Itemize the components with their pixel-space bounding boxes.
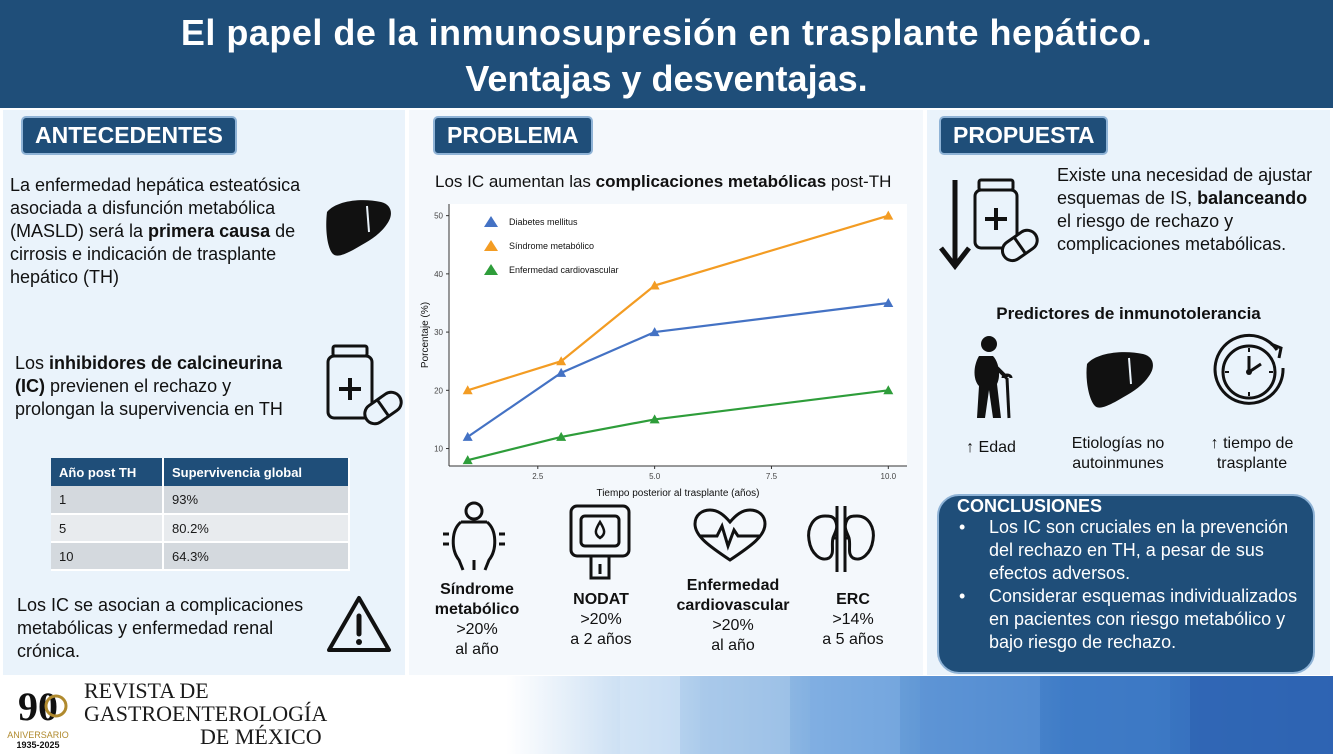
data-point <box>556 356 567 366</box>
data-point <box>649 280 660 290</box>
title-line-1: El papel de la inmunosupresión en traspl… <box>180 12 1153 53</box>
predictor-etiology: Etiologías no autoinmunes <box>1071 435 1165 472</box>
data-point <box>462 431 473 441</box>
problema-title: PROBLEMA <box>433 116 593 155</box>
x-tick-label: 7.5 <box>766 472 778 481</box>
data-point <box>462 385 473 395</box>
legend-label: Enfermedad cardiovascular <box>509 265 619 275</box>
antecedentes-title: ANTECEDENTES <box>21 116 237 155</box>
obesity-icon <box>439 500 509 579</box>
heart-icon <box>691 508 769 569</box>
table-cell: 64.3% <box>163 542 350 571</box>
propuesta-panel: PROPUESTA Existe una necesidad de ajusta… <box>927 110 1330 675</box>
y-tick-label: 40 <box>434 270 443 279</box>
antecedentes-paragraph-3: Los IC se asocian a complicaciones metab… <box>17 595 304 661</box>
table-header: Supervivencia global <box>163 458 350 486</box>
data-point <box>883 297 894 307</box>
kidneys-icon <box>805 502 877 579</box>
logo-number: 90 <box>18 684 58 729</box>
table-header-row: Año post TH Supervivencia global <box>51 458 350 486</box>
series-line <box>467 214 889 392</box>
journal-line-3: DE MÉXICO <box>200 724 322 749</box>
antecedentes-paragraph-1: La enfermedad hepática esteatósica asoci… <box>10 175 301 287</box>
legend-marker <box>484 216 498 227</box>
antecedentes-paragraph-2: Los inhibidores de calcineurina (IC) pre… <box>15 353 283 419</box>
legend-label: Diabetes mellitus <box>509 217 578 227</box>
table-cell: 5 <box>51 514 164 543</box>
series-line <box>467 301 889 438</box>
data-point <box>556 367 567 377</box>
legend-marker <box>484 264 498 275</box>
x-tick-label: 2.5 <box>532 472 544 481</box>
series-line <box>467 389 889 462</box>
footer-banner: 90 ANIVERSARIO 1935-2025 REVISTA DE GAST… <box>0 676 1333 754</box>
table-cell: 93% <box>163 486 350 515</box>
stat-erc: ERC >14% a 5 años <box>822 591 884 648</box>
data-point <box>883 385 894 395</box>
conclusiones-title: CONCLUSIONES <box>957 496 1103 516</box>
propuesta-text: Existe una necesidad de ajustar esquemas… <box>1057 165 1313 254</box>
stat-cardiovascular: Enfermedad cardiovascular >20% al año <box>676 577 790 654</box>
elderly-person-icon <box>965 334 1019 425</box>
problema-subtitle: Los IC aumentan las complicaciones metab… <box>435 172 892 191</box>
y-axis-label: Porcentaje (%) <box>420 302 431 368</box>
propuesta-title: PROPUESTA <box>939 116 1109 155</box>
legend-label: Síndrome metabólico <box>509 241 594 251</box>
journal-line-2: GASTROENTEROLOGÍA <box>84 701 328 726</box>
y-tick-label: 30 <box>434 328 443 337</box>
list-item: Los IC son cruciales en la prevención de… <box>957 516 1307 585</box>
logo-years: 1935-2025 <box>16 740 59 750</box>
title-line-2: Ventajas y desventajas. <box>465 58 868 99</box>
table-cell: 10 <box>51 542 164 571</box>
data-point <box>462 455 473 465</box>
table-cell: 80.2% <box>163 514 350 543</box>
stopwatch-icon <box>1211 332 1291 415</box>
y-tick-label: 20 <box>434 386 443 395</box>
antecedentes-panel: ANTECEDENTES La enfermedad hepática este… <box>3 110 405 675</box>
y-tick-label: 50 <box>434 212 443 221</box>
logo-text: ANIVERSARIO <box>7 730 69 740</box>
journal-name: REVISTA DE GASTROENTEROLOGÍA DE MÉXICO <box>84 679 327 748</box>
survival-table: Año post TH Supervivencia global 1 93% 5… <box>51 458 350 571</box>
liver-icon <box>323 198 395 265</box>
liver-icon <box>1083 350 1159 417</box>
data-point <box>556 431 567 441</box>
problema-panel: PROBLEMA Los IC aumentan las complicacio… <box>409 110 923 675</box>
table-row: 10 64.3% <box>51 542 350 571</box>
header-banner: El papel de la inmunosupresión en traspl… <box>0 0 1333 108</box>
conclusiones-list: Los IC son cruciales en la prevención de… <box>957 516 1307 654</box>
reduce-medication-icon <box>935 174 1039 279</box>
warning-icon <box>325 594 393 661</box>
anniversary-logo: 90 ANIVERSARIO 1935-2025 <box>4 678 78 754</box>
x-axis-label: Tiempo posterior al trasplante (años) <box>596 488 759 499</box>
table-row: 1 93% <box>51 486 350 515</box>
journal-line-1: REVISTA DE <box>84 678 209 703</box>
table-row: 5 80.2% <box>51 514 350 543</box>
legend-marker <box>484 240 498 251</box>
predictor-time: ↑ tiempo de trasplante <box>1210 435 1294 472</box>
data-point <box>649 414 660 424</box>
plot-area <box>449 204 907 466</box>
predictor-age: ↑ Edad <box>966 439 1016 456</box>
stat-metabolic: Síndrome metabólico >20% al año <box>434 581 520 658</box>
x-tick-label: 5.0 <box>649 472 661 481</box>
y-tick-label: 10 <box>434 445 443 454</box>
data-point <box>649 327 660 337</box>
table-header: Año post TH <box>51 458 164 486</box>
stat-nodat: NODAT >20% a 2 años <box>570 591 632 648</box>
predictors-title: Predictores de inmunotolerancia <box>996 304 1261 323</box>
glucometer-icon <box>567 502 633 587</box>
table-cell: 1 <box>51 486 164 515</box>
conclusiones-box: CONCLUSIONES Los IC son cruciales en la … <box>937 494 1315 674</box>
list-item: Considerar esquemas individualizados en … <box>957 585 1307 654</box>
complications-line-chart: 2.5 5.0 7.5 10.0 10 20 30 40 50 Tiempo posterior … <box>420 204 907 499</box>
footer-decoration <box>620 676 1333 754</box>
x-tick-label: 10.0 <box>881 472 897 481</box>
data-point <box>883 210 894 220</box>
medication-icon <box>325 342 405 433</box>
